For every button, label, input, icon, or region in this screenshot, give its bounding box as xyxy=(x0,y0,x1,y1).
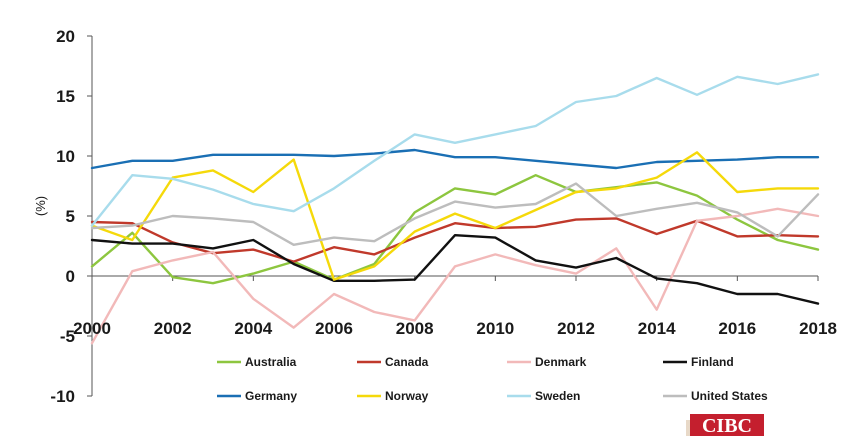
x-tick-label: 2012 xyxy=(557,319,595,338)
legend-label-denmark: Denmark xyxy=(535,355,587,369)
legend-label-sweden: Sweden xyxy=(535,389,580,403)
y-tick-labels: 20 15 10 5 0 -5 -10 xyxy=(50,27,75,406)
legend-label-norway: Norway xyxy=(385,389,429,403)
series-line-germany xyxy=(90,148,820,170)
legend-label-canada: Canada xyxy=(385,355,429,369)
legend-label-finland: Finland xyxy=(691,355,734,369)
x-tick-label: 2004 xyxy=(234,319,272,338)
x-tick-label: 2016 xyxy=(718,319,756,338)
legend-label-australia: Australia xyxy=(245,355,297,369)
legend-label-germany: Germany xyxy=(245,389,297,403)
cibc-logo: CIBC xyxy=(690,414,764,436)
series-line-united-states xyxy=(90,182,820,247)
series-line-australia xyxy=(90,173,820,285)
x-tick-label: 2000 xyxy=(73,319,111,338)
legend: Australia Canada Denmark Finland Germany Norw… xyxy=(217,355,768,403)
legend-label-united-states: United States xyxy=(691,389,768,403)
y-tick-label: -5 xyxy=(60,327,75,346)
y-tick-label: 10 xyxy=(56,147,75,166)
series-line-finland xyxy=(90,233,820,305)
series-lines xyxy=(90,73,820,345)
x-tick-label: 2010 xyxy=(476,319,514,338)
series-line-norway xyxy=(90,151,820,281)
series-line-denmark xyxy=(90,207,820,345)
x-tick-labels: 2000 2002 2004 2006 2008 2010 2012 2014 2016 2018 xyxy=(73,319,837,338)
y-tick-label: 15 xyxy=(56,87,75,106)
x-tick-label: 2006 xyxy=(315,319,353,338)
y-tick-label: -10 xyxy=(50,387,75,406)
series-line-sweden xyxy=(90,73,820,227)
x-tick-label: 2008 xyxy=(396,319,434,338)
x-tick-label: 2018 xyxy=(799,319,837,338)
logo-text: CIBC xyxy=(701,415,752,436)
y-axis-label: (%) xyxy=(33,196,48,216)
y-tick-label: 0 xyxy=(66,267,75,286)
x-tick-label: 2002 xyxy=(154,319,192,338)
x-tick-label: 2014 xyxy=(638,319,676,338)
y-tick-label: 5 xyxy=(66,207,75,226)
y-tick-label: 20 xyxy=(56,27,75,46)
